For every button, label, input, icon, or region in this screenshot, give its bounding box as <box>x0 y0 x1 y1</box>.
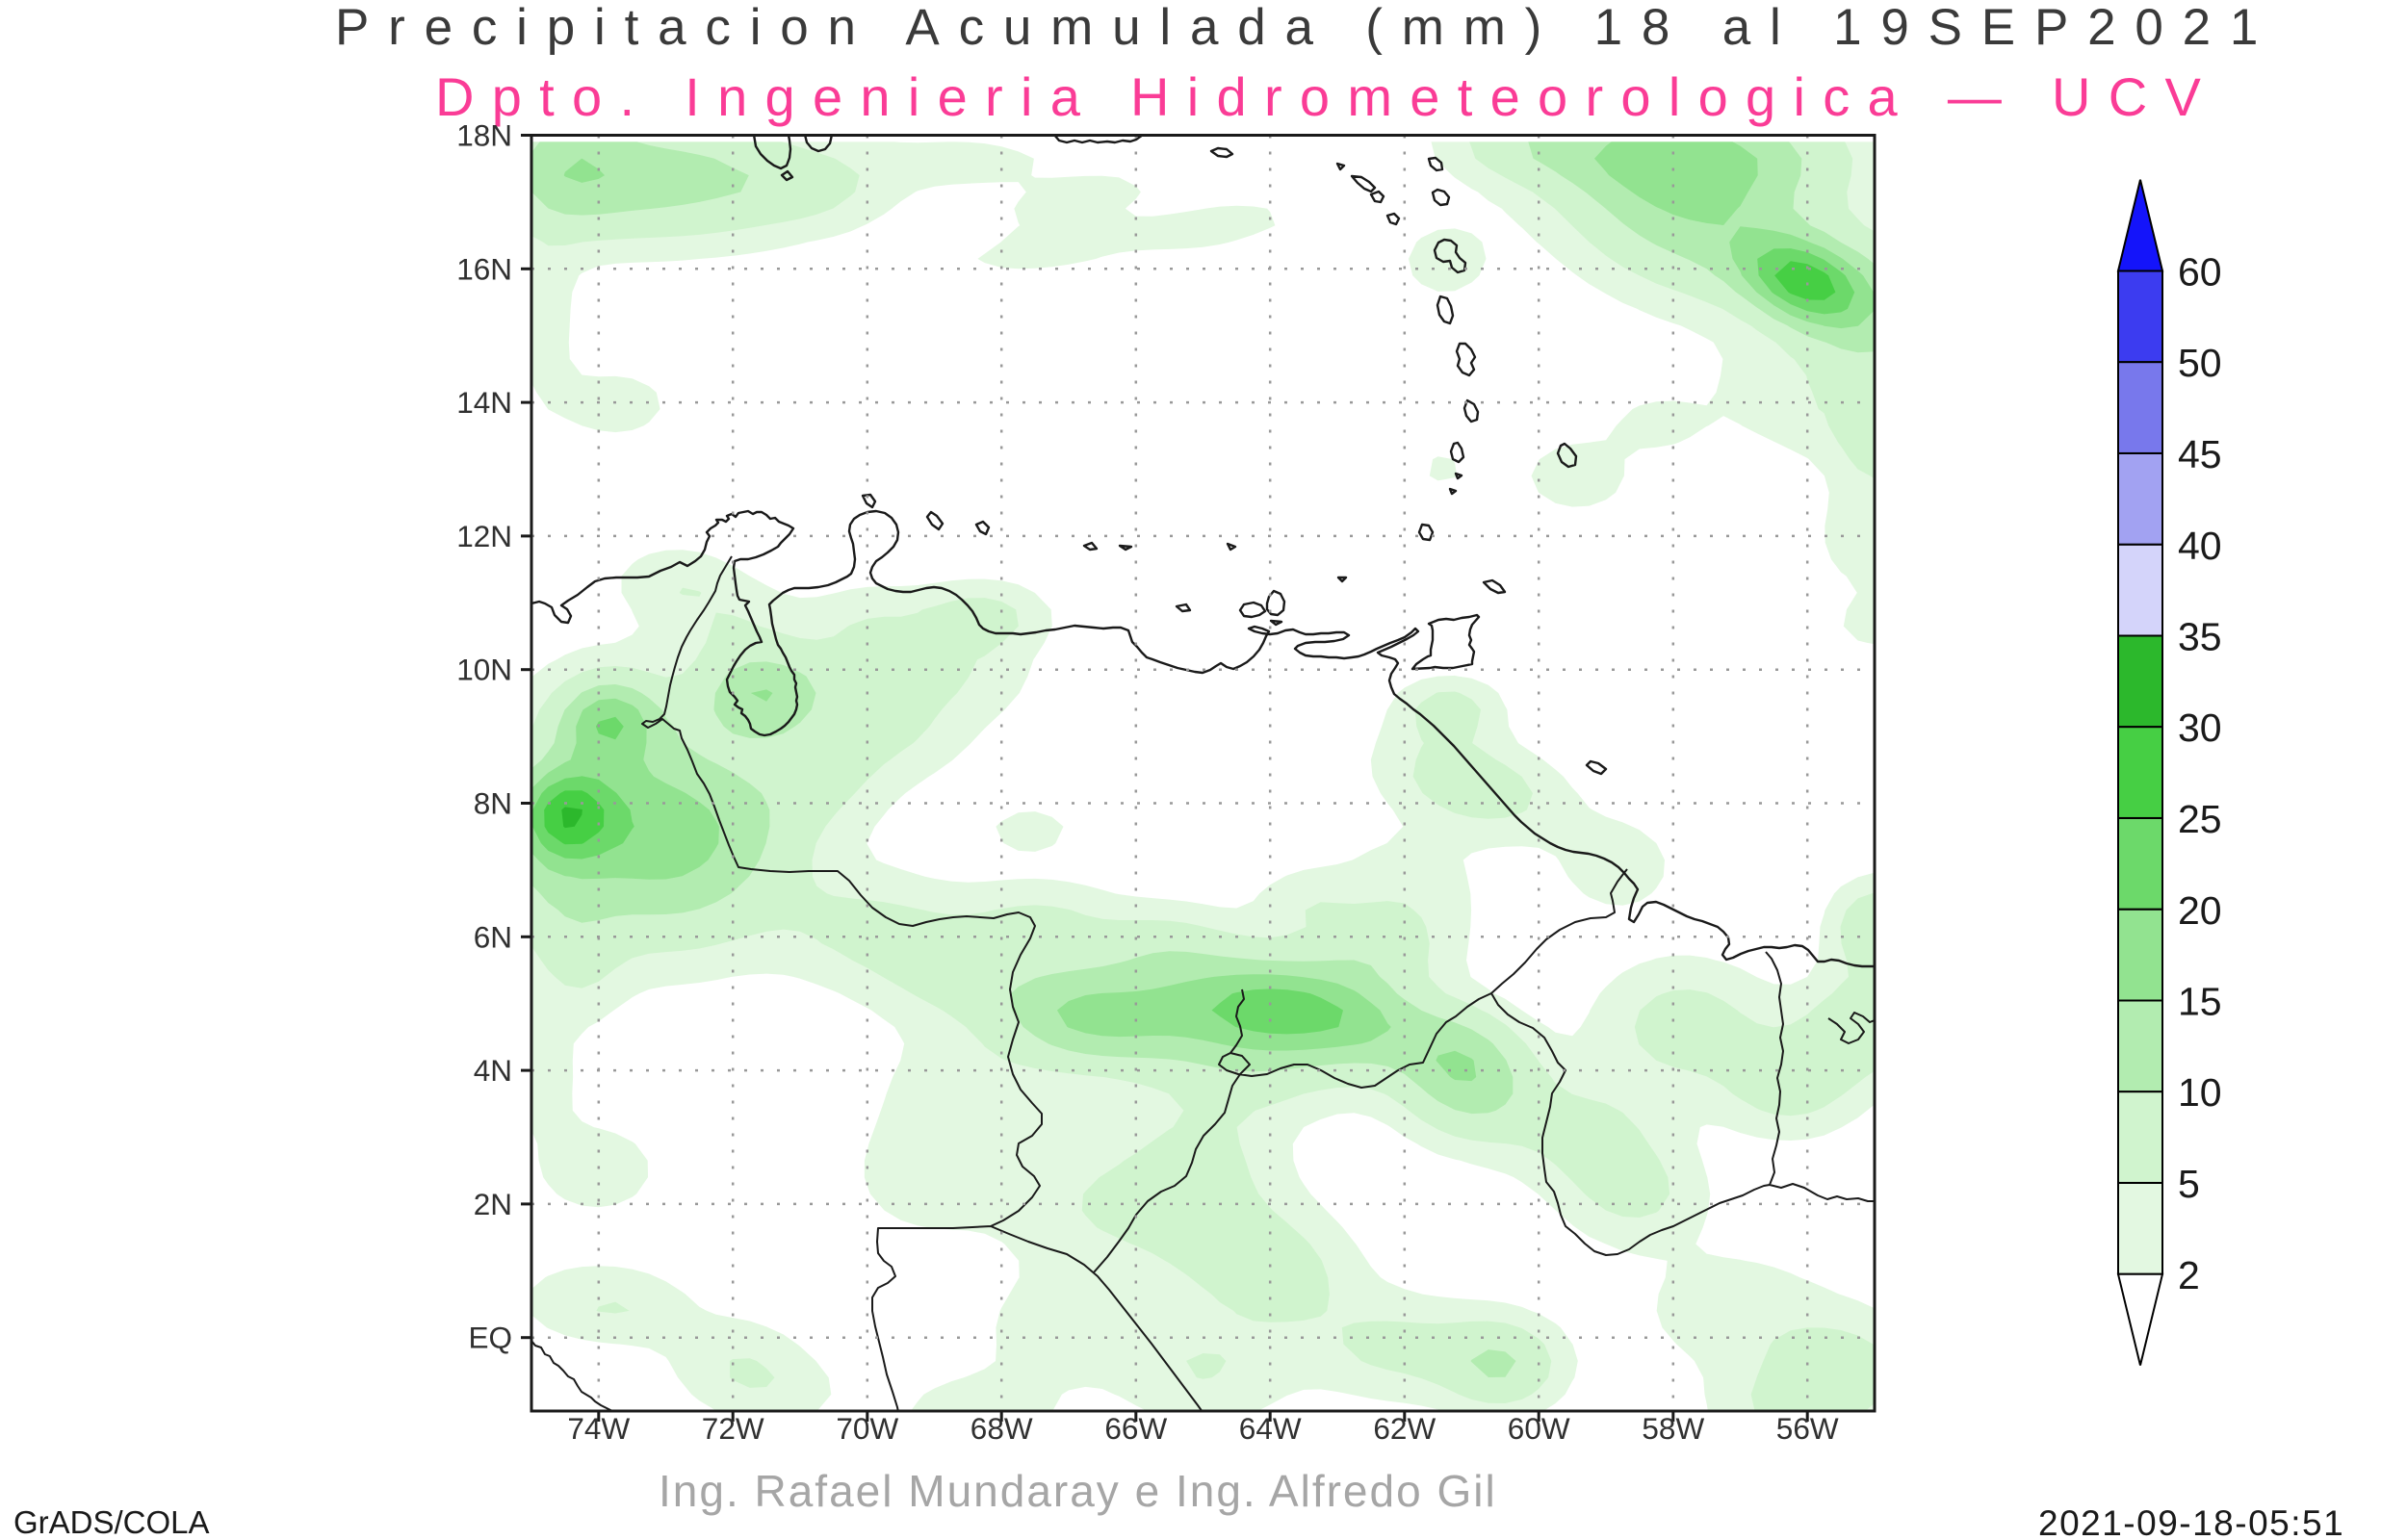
svg-text:50: 50 <box>2178 341 2222 385</box>
svg-text:58W: 58W <box>1642 1411 1704 1446</box>
svg-text:40: 40 <box>2178 524 2222 568</box>
svg-text:35: 35 <box>2178 615 2222 659</box>
svg-text:Dpto. Ingenieria Hidrometeorol: Dpto. Ingenieria Hidrometeorologica — UC… <box>435 66 2218 127</box>
svg-text:2N: 2N <box>474 1187 512 1221</box>
svg-text:18N: 18N <box>456 118 512 153</box>
svg-text:20: 20 <box>2178 888 2222 933</box>
svg-text:25: 25 <box>2178 797 2222 841</box>
svg-text:2: 2 <box>2178 1253 2200 1297</box>
svg-text:74W: 74W <box>567 1411 630 1446</box>
svg-text:8N: 8N <box>474 786 512 821</box>
svg-text:70W: 70W <box>836 1411 898 1446</box>
svg-text:72W: 72W <box>702 1411 764 1446</box>
svg-text:62W: 62W <box>1373 1411 1436 1446</box>
svg-text:10: 10 <box>2178 1070 2222 1115</box>
svg-text:16N: 16N <box>456 251 512 286</box>
svg-text:56W: 56W <box>1776 1411 1839 1446</box>
svg-text:14N: 14N <box>456 385 512 420</box>
svg-text:EQ: EQ <box>468 1321 512 1355</box>
svg-text:Precipitacion Acumulada (mm) 1: Precipitacion Acumulada (mm) 18 al 19SEP… <box>335 0 2277 56</box>
svg-text:68W: 68W <box>971 1411 1033 1446</box>
svg-text:GrADS/COLA: GrADS/COLA <box>13 1504 210 1540</box>
svg-text:66W: 66W <box>1104 1411 1167 1446</box>
svg-text:30: 30 <box>2178 706 2222 750</box>
svg-text:60W: 60W <box>1508 1411 1570 1446</box>
svg-text:2021-09-18-05:51: 2021-09-18-05:51 <box>2038 1503 2344 1540</box>
svg-text:4N: 4N <box>474 1053 512 1088</box>
svg-text:5: 5 <box>2178 1162 2200 1206</box>
svg-text:64W: 64W <box>1239 1411 1302 1446</box>
svg-text:60: 60 <box>2178 250 2222 295</box>
svg-text:15: 15 <box>2178 980 2222 1024</box>
svg-text:10N: 10N <box>456 653 512 687</box>
svg-text:12N: 12N <box>456 519 512 553</box>
svg-text:6N: 6N <box>474 919 512 954</box>
svg-text:Ing. Rafael Mundaray e Ing. Al: Ing. Rafael Mundaray e Ing. Alfredo Gil <box>659 1466 1497 1516</box>
svg-text:45: 45 <box>2178 432 2222 476</box>
